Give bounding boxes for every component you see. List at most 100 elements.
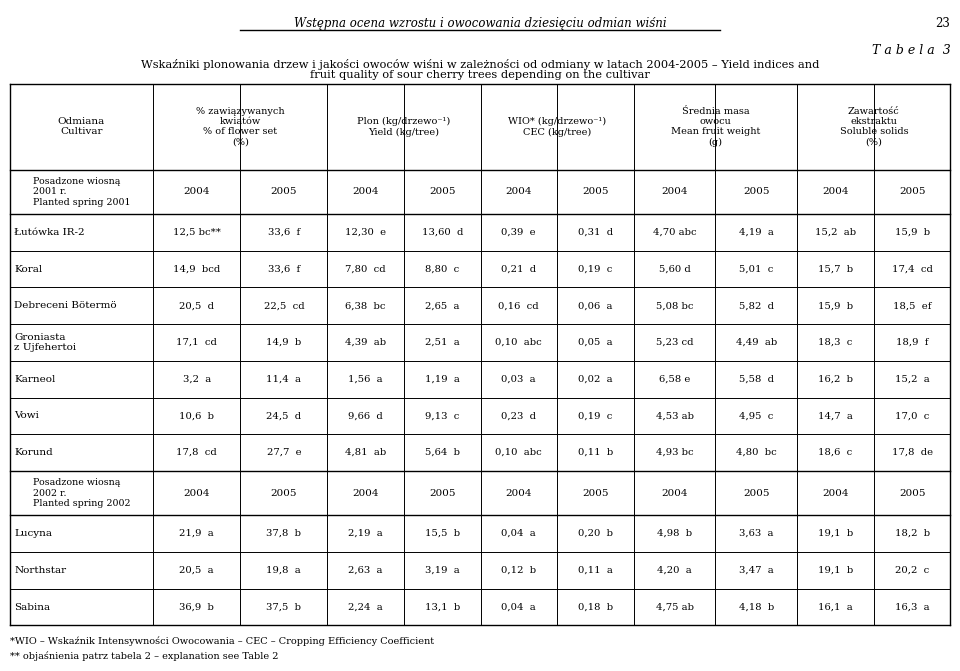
Text: 21,9  a: 21,9 a: [180, 529, 214, 538]
Text: 2005: 2005: [271, 187, 297, 197]
Text: Sabina: Sabina: [14, 603, 51, 611]
Text: 4,39  ab: 4,39 ab: [346, 338, 386, 347]
Text: 0,18  b: 0,18 b: [578, 603, 612, 611]
Text: 33,6  f: 33,6 f: [268, 228, 300, 237]
Text: 3,63  a: 3,63 a: [739, 529, 774, 538]
Text: 24,5  d: 24,5 d: [266, 411, 301, 420]
Text: 15,5  b: 15,5 b: [424, 529, 460, 538]
Text: 5,01  c: 5,01 c: [739, 264, 774, 274]
Text: Łutówka IR-2: Łutówka IR-2: [14, 228, 85, 237]
Text: 17,8  de: 17,8 de: [892, 448, 933, 457]
Text: 6,38  bc: 6,38 bc: [346, 301, 386, 310]
Text: 2,51  a: 2,51 a: [425, 338, 460, 347]
Text: 4,80  bc: 4,80 bc: [736, 448, 777, 457]
Text: 15,2  ab: 15,2 ab: [815, 228, 856, 237]
Text: Posadzone wiosną
2002 r.
Planted spring 2002: Posadzone wiosną 2002 r. Planted spring …: [33, 478, 131, 508]
Text: 2004: 2004: [661, 187, 687, 197]
Text: Northstar: Northstar: [14, 566, 66, 575]
Text: Vowi: Vowi: [14, 411, 39, 420]
Text: 13,1  b: 13,1 b: [424, 603, 460, 611]
Text: 12,5 bc**: 12,5 bc**: [173, 228, 221, 237]
Text: 3,19  a: 3,19 a: [425, 566, 460, 575]
Text: Średnia masa
owocu
Mean fruit weight
(g): Średnia masa owocu Mean fruit weight (g): [671, 107, 760, 147]
Text: 5,58  d: 5,58 d: [739, 374, 774, 384]
Text: 2005: 2005: [899, 187, 925, 197]
Text: 10,6  b: 10,6 b: [180, 411, 214, 420]
Text: 2004: 2004: [183, 187, 210, 197]
Text: Groniasta
z Ujfehertoi: Groniasta z Ujfehertoi: [14, 333, 77, 352]
Text: 3,47  a: 3,47 a: [739, 566, 774, 575]
Text: 22,5  cd: 22,5 cd: [264, 301, 304, 310]
Text: 0,05  a: 0,05 a: [578, 338, 612, 347]
Text: 0,16  cd: 0,16 cd: [498, 301, 540, 310]
Text: 18,3  c: 18,3 c: [819, 338, 852, 347]
Text: 0,10  abc: 0,10 abc: [495, 448, 542, 457]
Text: Posadzone wiosną
2001 r.
Planted spring 2001: Posadzone wiosną 2001 r. Planted spring …: [33, 177, 131, 207]
Text: 0,04  a: 0,04 a: [501, 603, 537, 611]
Text: *WIO – Wskaźnik Intensywności Owocowania – CEC – Cropping Efficiency Coefficient: *WIO – Wskaźnik Intensywności Owocowania…: [10, 636, 434, 646]
Text: 19,1  b: 19,1 b: [818, 529, 853, 538]
Text: 2,65  a: 2,65 a: [425, 301, 460, 310]
Text: Wskaźniki plonowania drzew i jakości owoców wiśni w zależności od odmiany w lata: Wskaźniki plonowania drzew i jakości owo…: [141, 59, 819, 70]
Text: 16,2  b: 16,2 b: [818, 374, 853, 384]
Text: 18,5  ef: 18,5 ef: [893, 301, 931, 310]
Text: 4,53 ab: 4,53 ab: [656, 411, 693, 420]
Text: 17,4  cd: 17,4 cd: [892, 264, 932, 274]
Text: 23: 23: [936, 17, 950, 30]
Text: 12,30  e: 12,30 e: [346, 228, 386, 237]
Text: 4,81  ab: 4,81 ab: [345, 448, 386, 457]
Text: 4,93 bc: 4,93 bc: [656, 448, 693, 457]
Text: 19,8  a: 19,8 a: [267, 566, 301, 575]
Text: 6,58 e: 6,58 e: [659, 374, 690, 384]
Text: 2,24  a: 2,24 a: [348, 603, 383, 611]
Text: 2005: 2005: [582, 187, 609, 197]
Text: T a b e l a  3: T a b e l a 3: [872, 44, 950, 56]
Text: 8,80  c: 8,80 c: [425, 264, 460, 274]
Text: % zawiązywanych
kwiatów
% of flower set
(%): % zawiązywanych kwiatów % of flower set …: [196, 107, 284, 147]
Text: 2004: 2004: [823, 488, 849, 498]
Text: 17,0  c: 17,0 c: [895, 411, 929, 420]
Text: 9,66  d: 9,66 d: [348, 411, 383, 420]
Text: Zawartość
ekstraktu
Soluble solids
(%): Zawartość ekstraktu Soluble solids (%): [840, 107, 908, 147]
Text: 37,5  b: 37,5 b: [266, 603, 301, 611]
Text: 15,7  b: 15,7 b: [818, 264, 853, 274]
Text: WIO* (kg/drzewo⁻¹)
CEC (kg/tree): WIO* (kg/drzewo⁻¹) CEC (kg/tree): [508, 117, 606, 137]
Text: 2004: 2004: [352, 187, 379, 197]
Text: Debreceni Bötermö: Debreceni Bötermö: [14, 301, 117, 310]
Text: 4,98  b: 4,98 b: [657, 529, 692, 538]
Text: 1,56  a: 1,56 a: [348, 374, 383, 384]
Text: 4,70 abc: 4,70 abc: [653, 228, 696, 237]
Text: 13,60  d: 13,60 d: [421, 228, 463, 237]
Text: 11,4  a: 11,4 a: [266, 374, 301, 384]
Text: 20,2  c: 20,2 c: [895, 566, 929, 575]
Text: 4,18  b: 4,18 b: [739, 603, 774, 611]
Text: 0,12  b: 0,12 b: [501, 566, 537, 575]
Text: 2005: 2005: [429, 488, 455, 498]
Text: 2004: 2004: [506, 488, 532, 498]
Text: 2004: 2004: [823, 187, 849, 197]
Text: 4,20  a: 4,20 a: [658, 566, 692, 575]
Text: Koral: Koral: [14, 264, 42, 274]
Text: 9,13  c: 9,13 c: [425, 411, 460, 420]
Text: 5,82  d: 5,82 d: [739, 301, 774, 310]
Text: 3,2  a: 3,2 a: [182, 374, 211, 384]
Text: 18,6  c: 18,6 c: [819, 448, 852, 457]
Text: 14,7  a: 14,7 a: [818, 411, 853, 420]
Text: 27,7  e: 27,7 e: [267, 448, 301, 457]
Text: 15,2  a: 15,2 a: [895, 374, 929, 384]
Text: 37,8  b: 37,8 b: [266, 529, 301, 538]
Text: 0,19  c: 0,19 c: [578, 411, 612, 420]
Text: 2004: 2004: [352, 488, 379, 498]
Text: fruit quality of sour cherry trees depending on the cultivar: fruit quality of sour cherry trees depen…: [310, 70, 650, 81]
Text: 5,64  b: 5,64 b: [424, 448, 460, 457]
Text: 14,9  bcd: 14,9 bcd: [173, 264, 221, 274]
Text: 15,9  b: 15,9 b: [818, 301, 853, 310]
Text: 0,10  abc: 0,10 abc: [495, 338, 542, 347]
Text: 0,31  d: 0,31 d: [578, 228, 612, 237]
Text: 17,8  cd: 17,8 cd: [177, 448, 217, 457]
Text: 7,80  cd: 7,80 cd: [346, 264, 386, 274]
Text: 1,19  a: 1,19 a: [425, 374, 460, 384]
Text: 4,49  ab: 4,49 ab: [735, 338, 777, 347]
Text: 2005: 2005: [271, 488, 297, 498]
Text: 2005: 2005: [899, 488, 925, 498]
